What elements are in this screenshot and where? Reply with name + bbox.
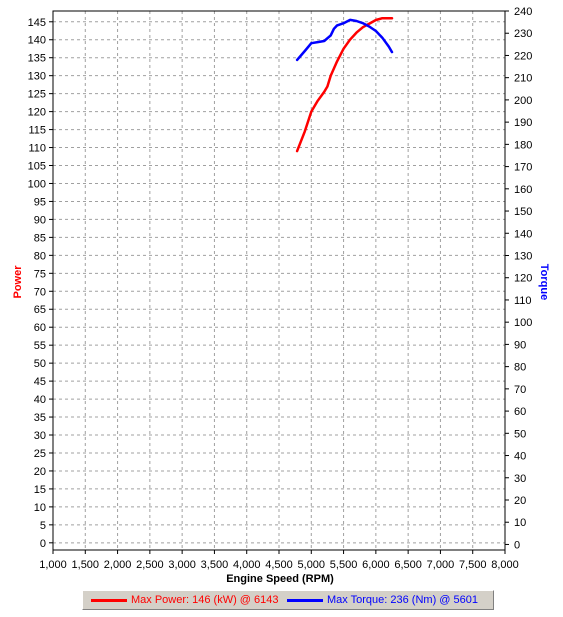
left-axis-tick-label: 75: [34, 268, 46, 280]
legend-item-power: Max Power: 146 (kW) @ 6143: [91, 594, 279, 606]
right-axis-tick-label: 220: [514, 50, 532, 62]
right-axis-tick-label: 190: [514, 117, 532, 129]
right-axis-tick-label: 60: [514, 406, 526, 418]
left-axis-tick-label: 25: [34, 448, 46, 460]
right-axis-tick-label: 240: [514, 6, 532, 18]
left-axis-tick-label: 65: [34, 304, 46, 316]
right-axis-tick-label: 10: [514, 517, 526, 529]
x-axis-tick-label: 5,500: [330, 559, 358, 571]
legend-power-label: Max Power: 146 (kW) @ 6143: [131, 594, 279, 606]
power-line-swatch: [91, 598, 127, 602]
x-axis-tick-label: 2,000: [104, 559, 132, 571]
x-axis-tick-label: 7,000: [427, 559, 455, 571]
axis-ticks: 0 5 10 15 20 25 30 35 40 45 50 55 60 65 70 75 80 85 90 95 10…: [28, 6, 533, 571]
right-axis-tick-label: 200: [514, 95, 532, 107]
right-axis-tick-label: 170: [514, 162, 532, 174]
left-axis-tick-label: 60: [34, 322, 46, 334]
left-axis-tick-label: 110: [28, 143, 46, 155]
x-axis-tick-label: 1,000: [39, 559, 67, 571]
right-axis-tick-label: 100: [514, 317, 532, 329]
legend: Max Power: 146 (kW) @ 6143 Max Torque: 2…: [82, 590, 494, 610]
left-axis-tick-label: 125: [28, 89, 46, 101]
legend-torque-label: Max Torque: 236 (Nm) @ 5601: [327, 594, 478, 606]
left-axis-tick-label: 15: [34, 484, 46, 496]
left-axis-tick-label: 80: [34, 250, 46, 262]
left-axis-tick-label: 45: [34, 376, 46, 388]
x-axis-tick-label: 6,500: [394, 559, 422, 571]
left-axis-tick-label: 100: [28, 178, 46, 190]
left-axis-tick-label: 30: [34, 430, 46, 442]
torque-series-line: [295, 18, 394, 62]
x-axis-tick-label: 8,000: [491, 559, 519, 571]
left-axis-tick-label: 35: [34, 412, 46, 424]
power-series-line: [295, 16, 394, 153]
left-axis-tick-label: 130: [28, 71, 46, 83]
right-axis-tick-label: 210: [514, 73, 532, 85]
right-axis-title: Torque: [538, 264, 550, 300]
right-axis-tick-label: 0: [514, 539, 520, 551]
left-axis-tick-label: 140: [28, 35, 46, 47]
left-axis-tick-label: 105: [28, 161, 46, 173]
left-axis-tick-label: 20: [34, 466, 46, 478]
right-axis-tick-label: 30: [514, 473, 526, 485]
right-axis-tick-label: 20: [514, 495, 526, 507]
right-axis-tick-label: 150: [514, 206, 532, 218]
x-axis-tick-label: 3,000: [168, 559, 196, 571]
x-axis-tick-label: 4,500: [265, 559, 293, 571]
right-axis-tick-label: 40: [514, 451, 526, 463]
right-axis-tick-label: 160: [514, 184, 532, 196]
x-axis-title: Engine Speed (RPM): [226, 573, 334, 585]
torque-line-swatch: [287, 598, 323, 602]
left-axis-tick-label: 10: [34, 502, 46, 514]
left-axis-tick-label: 135: [28, 53, 46, 65]
left-axis-tick-label: 120: [28, 107, 46, 119]
right-axis-tick-label: 140: [514, 228, 532, 240]
x-axis-tick-label: 6,000: [362, 559, 390, 571]
left-axis-tick-label: 55: [34, 340, 46, 352]
legend-item-torque: Max Torque: 236 (Nm) @ 5601: [287, 594, 478, 606]
right-axis-tick-label: 180: [514, 139, 532, 151]
x-axis-tick-label: 7,500: [459, 559, 487, 571]
left-axis-tick-label: 95: [34, 196, 46, 208]
right-axis-tick-label: 110: [514, 295, 532, 307]
left-axis-tick-label: 70: [34, 286, 46, 298]
left-axis-tick-label: 40: [34, 394, 46, 406]
x-axis-tick-label: 1,500: [72, 559, 100, 571]
right-axis-tick-label: 120: [514, 273, 532, 285]
left-axis-tick-label: 85: [34, 232, 46, 244]
right-axis-tick-label: 230: [514, 28, 532, 40]
x-axis-tick-label: 3,500: [201, 559, 229, 571]
right-axis-tick-label: 130: [514, 250, 532, 262]
right-axis-tick-label: 50: [514, 428, 526, 440]
x-axis-tick-label: 5,000: [298, 559, 326, 571]
left-axis-tick-label: 0: [40, 538, 46, 550]
series: [295, 16, 394, 153]
left-axis-tick-label: 50: [34, 358, 46, 370]
left-axis-tick-label: 90: [34, 214, 46, 226]
left-axis-tick-label: 115: [28, 125, 46, 137]
right-axis-tick-label: 80: [514, 362, 526, 374]
left-axis-tick-label: 145: [28, 17, 46, 29]
right-axis-tick-label: 90: [514, 339, 526, 351]
right-axis-tick-label: 70: [514, 384, 526, 396]
x-axis-tick-label: 2,500: [136, 559, 164, 571]
left-axis-tick-label: 5: [40, 520, 46, 532]
x-axis-tick-label: 4,000: [233, 559, 261, 571]
left-axis-title: Power: [12, 265, 24, 299]
